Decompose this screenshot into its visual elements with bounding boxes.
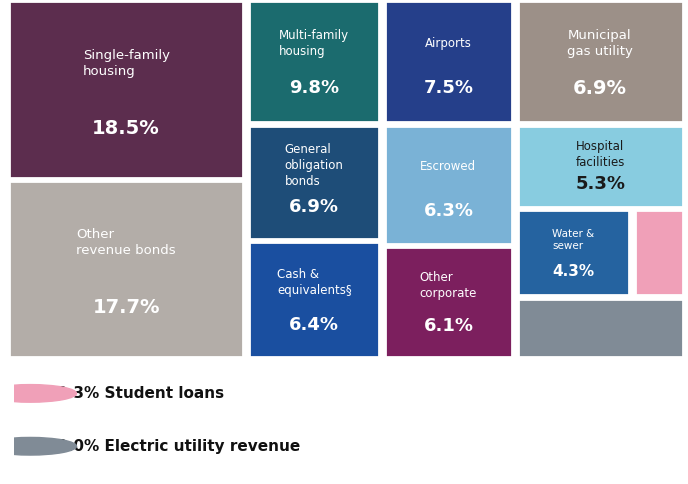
Bar <box>250 242 379 357</box>
Text: Airports: Airports <box>425 37 472 50</box>
Text: 4.3%: 4.3% <box>552 264 594 279</box>
Text: 7.5%: 7.5% <box>423 79 473 97</box>
Bar <box>385 126 512 243</box>
Text: Other
corporate: Other corporate <box>420 271 477 300</box>
Bar <box>518 210 629 295</box>
Text: 6.3%: 6.3% <box>423 201 473 220</box>
Text: 5.3%: 5.3% <box>575 175 625 193</box>
Text: 6.9%: 6.9% <box>573 79 627 98</box>
Text: Other
revenue bonds: Other revenue bonds <box>76 228 176 257</box>
Bar <box>518 299 682 357</box>
Bar <box>385 1 512 122</box>
Text: 17.7%: 17.7% <box>92 298 160 318</box>
Text: 6.9%: 6.9% <box>289 198 339 216</box>
Text: Municipal
gas utility: Municipal gas utility <box>567 29 633 58</box>
Circle shape <box>0 385 76 402</box>
Bar <box>250 126 379 239</box>
Text: Water &
sewer: Water & sewer <box>552 228 594 251</box>
Text: 6.1%: 6.1% <box>423 317 473 335</box>
Bar <box>385 247 512 357</box>
Text: Multi-family
housing: Multi-family housing <box>279 29 350 58</box>
Text: 6.4%: 6.4% <box>289 316 339 334</box>
Bar <box>518 1 682 122</box>
Bar <box>635 210 682 295</box>
Text: Cash &
equivalents§: Cash & equivalents§ <box>277 268 352 297</box>
Circle shape <box>0 438 76 455</box>
Text: 2.0% Electric utility revenue: 2.0% Electric utility revenue <box>56 439 300 454</box>
Bar <box>518 126 682 207</box>
Text: General
obligation
bonds: General obligation bonds <box>285 143 343 188</box>
Bar <box>250 1 379 122</box>
Text: Hospital
facilities: Hospital facilities <box>575 139 625 168</box>
Text: 2.3% Student loans: 2.3% Student loans <box>56 386 224 401</box>
Text: 18.5%: 18.5% <box>92 119 160 138</box>
Bar <box>9 1 244 178</box>
Bar <box>9 181 244 357</box>
Text: 9.8%: 9.8% <box>289 79 339 97</box>
Text: Escrowed: Escrowed <box>420 161 477 173</box>
Text: Single-family
housing: Single-family housing <box>83 48 170 77</box>
